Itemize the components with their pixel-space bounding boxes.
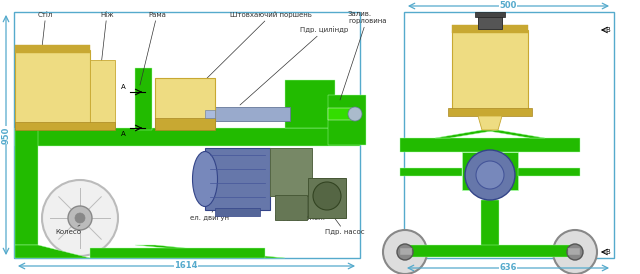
Bar <box>448 108 532 116</box>
Bar <box>404 12 614 258</box>
Polygon shape <box>435 130 498 138</box>
Text: A: A <box>121 84 126 90</box>
Polygon shape <box>15 245 90 258</box>
Bar <box>270 148 312 196</box>
Circle shape <box>465 150 515 200</box>
Bar <box>462 152 518 190</box>
Circle shape <box>553 230 597 274</box>
Bar <box>210 107 290 121</box>
Text: Стіл: Стіл <box>38 12 53 65</box>
Bar <box>475 12 505 17</box>
Polygon shape <box>482 130 545 138</box>
Text: Пдр. насос: Пдр. насос <box>325 205 365 235</box>
Text: Колесо: Колесо <box>55 225 81 235</box>
Polygon shape <box>478 116 502 130</box>
Bar <box>205 110 215 118</box>
Bar <box>205 148 270 210</box>
Text: Рама: Рама <box>140 12 166 85</box>
Bar <box>452 25 528 33</box>
Bar <box>328 95 366 145</box>
Bar <box>90 248 265 258</box>
Text: B: B <box>605 249 611 255</box>
Text: 636: 636 <box>499 264 516 273</box>
Text: Залив.
горловина: Залив. горловина <box>340 12 387 100</box>
Text: Пдр. циліндр: Пдр. циліндр <box>240 27 348 105</box>
Text: 950: 950 <box>1 126 10 144</box>
Bar <box>15 122 115 130</box>
Bar <box>15 128 38 245</box>
Bar <box>15 50 90 128</box>
Circle shape <box>42 180 118 256</box>
Bar <box>400 245 580 257</box>
Circle shape <box>567 244 583 260</box>
Text: ел. двигун: ел. двигун <box>190 190 229 221</box>
Circle shape <box>75 213 85 223</box>
Bar <box>155 118 215 130</box>
Bar <box>400 248 412 255</box>
Bar <box>400 138 580 152</box>
Bar <box>135 68 152 130</box>
Bar <box>275 195 307 220</box>
Bar <box>481 200 499 248</box>
Bar <box>452 30 528 110</box>
Bar <box>155 78 215 128</box>
Polygon shape <box>135 245 285 258</box>
Bar <box>15 45 90 53</box>
Ellipse shape <box>193 152 218 207</box>
Bar <box>400 168 462 176</box>
Text: A: A <box>121 131 126 137</box>
Circle shape <box>397 244 413 260</box>
Polygon shape <box>90 60 115 128</box>
Bar <box>568 248 580 255</box>
Text: Ніж: Ніж <box>100 12 114 75</box>
Bar <box>308 178 346 218</box>
Bar <box>478 15 502 29</box>
Bar <box>518 168 580 176</box>
Circle shape <box>383 230 427 274</box>
Text: B: B <box>605 27 611 33</box>
Bar <box>328 108 353 120</box>
Text: Штовхаючий поршень: Штовхаючий поршень <box>195 12 312 90</box>
Text: 500: 500 <box>499 1 516 10</box>
Circle shape <box>476 161 504 189</box>
Bar <box>14 12 360 258</box>
Circle shape <box>313 182 341 210</box>
Text: Годр. розпол.: Годр. розпол. <box>275 175 325 221</box>
Bar <box>15 128 360 146</box>
Bar <box>215 208 260 216</box>
Text: 1614: 1614 <box>174 261 198 270</box>
Circle shape <box>68 206 92 230</box>
Circle shape <box>348 107 362 121</box>
Bar <box>285 80 335 128</box>
